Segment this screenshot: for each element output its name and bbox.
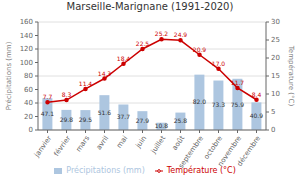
svg-text:27.9: 27.9 xyxy=(136,117,150,124)
svg-text:22.5: 22.5 xyxy=(136,40,150,47)
svg-text:5: 5 xyxy=(271,108,275,116)
svg-text:mai: mai xyxy=(115,134,129,149)
svg-text:7.7: 7.7 xyxy=(43,93,53,100)
svg-text:novembre: novembre xyxy=(216,134,244,169)
svg-text:25.8: 25.8 xyxy=(174,117,188,124)
svg-text:Température (°C): Température (°C) xyxy=(287,45,292,107)
svg-text:37.7: 37.7 xyxy=(117,113,131,120)
svg-text:100: 100 xyxy=(20,59,33,67)
svg-text:51.6: 51.6 xyxy=(98,109,112,116)
svg-text:29.5: 29.5 xyxy=(79,116,93,123)
svg-text:18.4: 18.4 xyxy=(117,55,131,62)
svg-text:octobre: octobre xyxy=(202,134,225,161)
svg-text:40.9: 40.9 xyxy=(250,112,264,119)
svg-text:80: 80 xyxy=(24,72,33,80)
svg-text:15: 15 xyxy=(271,72,280,80)
html-text:Marseille-Marignane (1991-2020: Marseille-Marignane (1991-2020) xyxy=(66,1,234,12)
html-text:Précipitations (mm): Précipitations (mm) xyxy=(66,166,145,175)
svg-text:avril: avril xyxy=(95,134,110,151)
svg-text:11.4: 11.4 xyxy=(79,80,93,87)
svg-text:25: 25 xyxy=(271,36,280,44)
svg-text:juillet: juillet xyxy=(149,134,167,155)
svg-text:11.7: 11.7 xyxy=(231,79,245,86)
html-text:Température (°C): Température (°C) xyxy=(166,166,236,175)
svg-text:24.9: 24.9 xyxy=(174,31,188,38)
svg-text:17.0: 17.0 xyxy=(212,60,226,67)
svg-text:60: 60 xyxy=(24,86,33,94)
svg-text:140: 140 xyxy=(20,32,33,40)
svg-text:47.1: 47.1 xyxy=(41,110,55,117)
svg-text:25.2: 25.2 xyxy=(155,30,169,37)
svg-text:20: 20 xyxy=(24,113,33,121)
svg-text:juin: juin xyxy=(134,134,148,150)
svg-text:0: 0 xyxy=(271,126,275,134)
svg-text:janvier: janvier xyxy=(32,134,53,159)
svg-text:0: 0 xyxy=(29,126,33,134)
svg-text:120: 120 xyxy=(20,45,33,53)
svg-text:14.3: 14.3 xyxy=(98,70,112,77)
svg-text:29.8: 29.8 xyxy=(60,116,74,123)
svg-text:73.3: 73.3 xyxy=(212,101,226,108)
svg-text:Précipitations (mm): Précipitations (mm) xyxy=(8,41,13,110)
svg-text:20.9: 20.9 xyxy=(193,46,207,53)
svg-text:10: 10 xyxy=(271,90,280,98)
svg-text:septembre: septembre xyxy=(177,134,205,170)
svg-text:8.4: 8.4 xyxy=(252,91,262,98)
svg-text:75.9: 75.9 xyxy=(231,101,245,108)
svg-text:82.0: 82.0 xyxy=(193,98,207,105)
svg-text:décembre: décembre xyxy=(235,134,262,167)
svg-text:février: février xyxy=(53,134,73,157)
svg-text:8.3: 8.3 xyxy=(62,91,72,98)
svg-text:20: 20 xyxy=(271,54,280,62)
svg-text:40: 40 xyxy=(24,99,33,107)
svg-text:août: août xyxy=(171,134,187,152)
svg-text:10.8: 10.8 xyxy=(155,122,169,129)
svg-text:160: 160 xyxy=(20,18,33,26)
svg-text:30: 30 xyxy=(271,18,280,26)
svg-text:mars: mars xyxy=(75,134,92,153)
